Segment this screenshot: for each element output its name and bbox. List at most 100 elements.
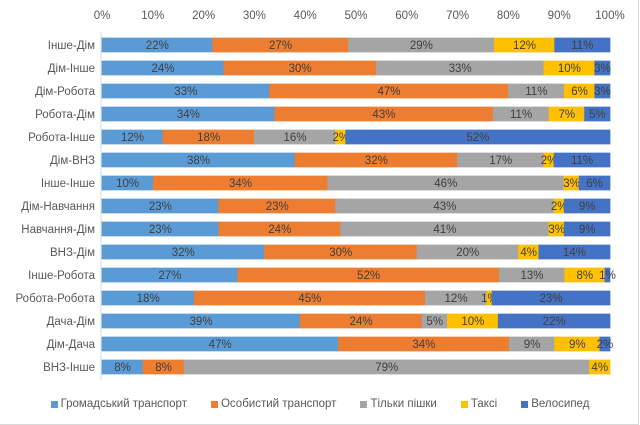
data-label: 24%	[350, 316, 373, 328]
data-label: 79%	[375, 362, 398, 374]
x-tick-label: 10%	[141, 10, 164, 22]
data-label: 10%	[558, 63, 581, 75]
category-label: Дім-Дача	[47, 339, 96, 351]
data-label: 52%	[357, 270, 380, 282]
data-label: 2%	[332, 132, 349, 144]
bar-segment	[538, 244, 611, 260]
data-label: 18%	[197, 132, 220, 144]
bar-segment	[578, 175, 611, 191]
data-label: 9%	[524, 339, 541, 351]
data-label: 10%	[116, 178, 139, 190]
bar-segment	[563, 198, 611, 214]
data-label: 46%	[434, 178, 457, 190]
x-tick-label: 30%	[243, 10, 266, 22]
data-label: 52%	[466, 132, 489, 144]
x-tick-label: 90%	[548, 10, 571, 22]
data-label: 2%	[541, 155, 558, 167]
data-label: 17%	[489, 155, 512, 167]
legend-swatch	[521, 400, 529, 408]
data-label: 43%	[433, 201, 456, 213]
category-label: Дім-Інше	[48, 63, 95, 75]
data-label: 23%	[149, 224, 172, 236]
data-label: 32%	[172, 247, 195, 259]
data-label: 9%	[579, 201, 596, 213]
data-label: 33%	[449, 63, 472, 75]
x-tick-label: 50%	[344, 10, 367, 22]
data-label: 33%	[174, 86, 197, 98]
legend-swatch	[210, 400, 218, 408]
data-label: 41%	[433, 224, 456, 236]
x-tick-label: 60%	[395, 10, 418, 22]
data-label: 7%	[559, 109, 576, 121]
legend-swatch	[360, 400, 368, 408]
category-label: Інше-Робота	[28, 270, 95, 282]
data-label: 43%	[372, 109, 395, 121]
data-label: 6%	[586, 178, 603, 190]
data-label: 13%	[521, 270, 544, 282]
category-label: Робота-Інше	[28, 132, 95, 144]
data-label: 24%	[151, 63, 174, 75]
data-label: 24%	[268, 224, 291, 236]
bar-segment	[497, 313, 611, 329]
data-label: 34%	[229, 178, 252, 190]
category-label: ВНЗ-Дім	[50, 247, 95, 259]
x-tick-label: 80%	[497, 10, 520, 22]
category-label: Робота-Робота	[16, 293, 96, 305]
legend-item: Особистий транспорт	[210, 398, 337, 410]
bar-segment	[554, 37, 611, 53]
data-label: 1%	[599, 270, 616, 282]
data-label: 4%	[591, 362, 608, 374]
data-label: 47%	[378, 86, 401, 98]
data-label: 38%	[187, 155, 210, 167]
data-label: 12%	[513, 40, 536, 52]
data-label: 47%	[209, 339, 232, 351]
bar-segment	[563, 221, 611, 237]
legend-label: Тільки пішки	[370, 398, 437, 410]
legend-label: Таксі	[470, 398, 498, 410]
category-label: Дім-ВНЗ	[50, 155, 95, 167]
data-label: 8%	[155, 362, 172, 374]
data-label: 22%	[543, 316, 566, 328]
bar-segment	[599, 336, 611, 352]
x-tick-label: 40%	[294, 10, 317, 22]
bar-segment	[589, 359, 611, 375]
category-label: Дача-Дім	[47, 316, 95, 328]
data-label: 5%	[426, 316, 443, 328]
legend-label: Особистий транспорт	[220, 398, 337, 410]
data-label: 29%	[410, 40, 433, 52]
category-label: Дім-Навчання	[21, 201, 95, 213]
legend-item: Громадський транспорт	[50, 398, 187, 410]
bar-segment	[594, 83, 611, 99]
data-label: 27%	[269, 40, 292, 52]
legend-item: Таксі	[460, 398, 498, 410]
category-label: Робота-Дім	[35, 109, 95, 121]
x-tick-label: 0%	[94, 10, 111, 22]
data-label: 23%	[266, 201, 289, 213]
bar-segment	[594, 60, 611, 76]
data-label: 4%	[520, 247, 537, 259]
legend-label: Велосипед	[531, 398, 590, 410]
data-label: 30%	[329, 247, 352, 259]
data-label: 2%	[597, 339, 614, 351]
bar-segment	[604, 267, 611, 283]
data-label: 3%	[548, 224, 565, 236]
data-label: 23%	[149, 201, 172, 213]
data-label: 11%	[571, 155, 593, 167]
x-tick-label: 70%	[446, 10, 469, 22]
data-label: 11%	[571, 40, 593, 52]
x-tick-label: 20%	[192, 10, 215, 22]
category-label: Інше-Дім	[48, 40, 95, 52]
data-label: 12%	[121, 132, 144, 144]
bar-segment	[345, 129, 611, 145]
data-label: 16%	[284, 132, 307, 144]
data-label: 39%	[190, 316, 213, 328]
data-label: 27%	[158, 270, 181, 282]
legend-item: Велосипед	[521, 398, 589, 410]
category-label: ВНЗ-Інше	[43, 362, 95, 374]
data-label: 23%	[539, 293, 562, 305]
bar-segment	[491, 290, 611, 306]
data-label: 10%	[461, 316, 484, 328]
data-label: 3%	[563, 178, 580, 190]
data-label: 45%	[298, 293, 321, 305]
legend: Громадський транспорт Особистий транспорт…	[0, 398, 640, 410]
